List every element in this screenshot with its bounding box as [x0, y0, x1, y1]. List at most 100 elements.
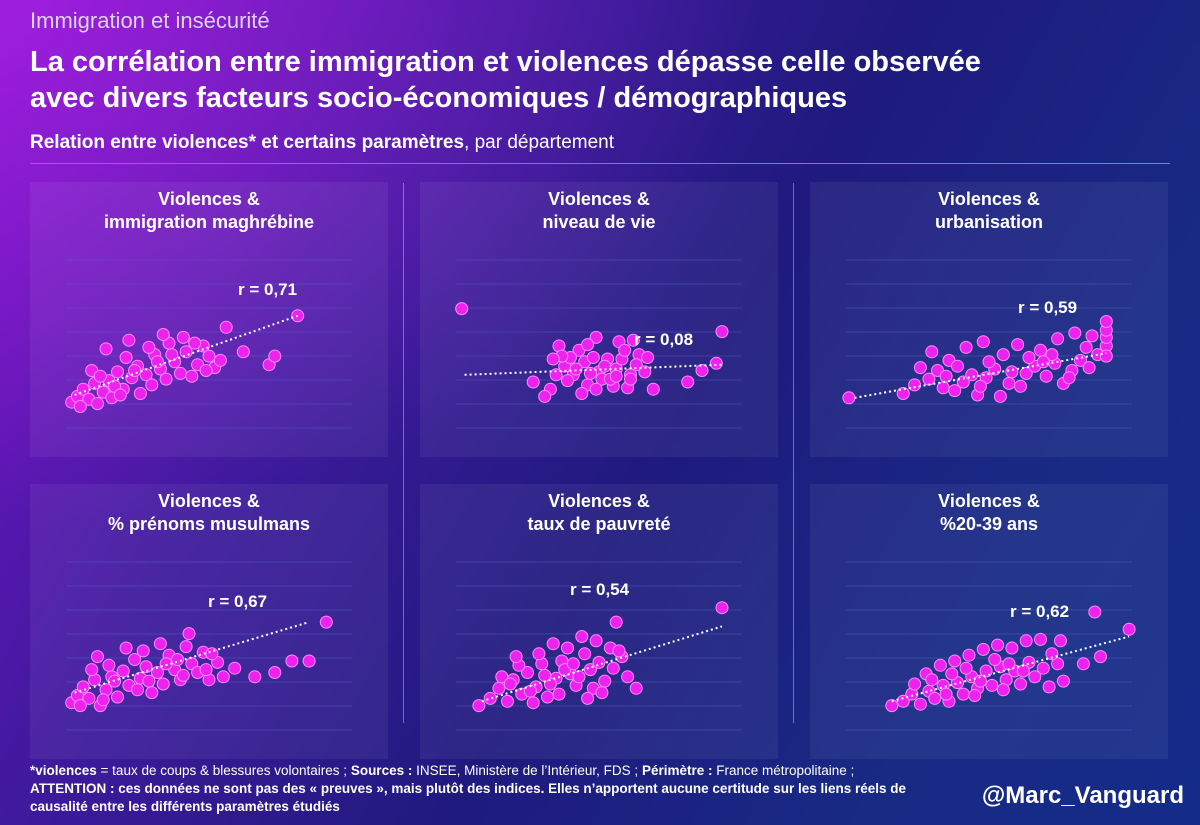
data-point — [116, 664, 130, 678]
data-point — [1005, 641, 1019, 655]
data-point — [621, 670, 635, 684]
title-line-2: avec divers facteurs socio-économiques /… — [30, 82, 848, 114]
data-point — [455, 302, 469, 316]
data-point — [199, 364, 213, 377]
data-point — [159, 372, 173, 386]
data-point — [939, 369, 953, 383]
data-point — [268, 666, 282, 679]
data-point — [578, 647, 592, 661]
data-point — [176, 330, 190, 344]
data-point — [248, 670, 262, 684]
data-point — [549, 368, 563, 382]
data-point — [552, 687, 566, 701]
footer-sources-text: INSEE, Ministère de l’Intérieur, FDS ; — [412, 763, 642, 778]
data-point — [996, 348, 1010, 362]
data-point — [945, 667, 959, 681]
data-point — [575, 630, 589, 643]
data-point — [991, 638, 1005, 652]
footer-notes: *violences = taux de coups & blessures v… — [30, 762, 910, 816]
panel-title-line-2: immigration maghrébine — [103, 212, 315, 232]
data-point — [618, 343, 632, 357]
correlation-label: r = 0,71 — [238, 280, 297, 299]
data-point — [546, 352, 560, 366]
data-point — [156, 328, 170, 341]
panel-title-line-2: urbanisation — [934, 212, 1043, 232]
data-point — [202, 349, 216, 363]
data-point — [1082, 361, 1096, 375]
panel-title-line-1: Violences & — [938, 491, 1040, 511]
data-point — [996, 683, 1010, 697]
data-point — [119, 351, 133, 364]
panel-title: Violences & immigration maghrébine — [30, 188, 388, 234]
data-point — [1005, 365, 1019, 379]
correlation-label: r = 0,67 — [208, 592, 267, 611]
data-point — [973, 674, 987, 688]
title-line-1: La corrélation entre immigration et viol… — [30, 46, 981, 78]
data-point — [561, 641, 574, 655]
data-point — [973, 379, 987, 393]
scatter-plot: r = 0,71 — [65, 259, 352, 429]
data-point — [1079, 340, 1093, 354]
subtitle-rest: , par département — [464, 132, 615, 153]
footer-attention-label: ATTENTION — [30, 781, 107, 796]
data-point — [1076, 657, 1090, 671]
panel-title-line-1: Violences & — [548, 189, 650, 209]
data-point — [1085, 329, 1099, 343]
data-point — [606, 661, 620, 675]
data-point — [472, 699, 486, 713]
data-point — [993, 389, 1007, 403]
data-point — [1042, 680, 1056, 694]
data-point — [629, 358, 643, 372]
data-point — [913, 361, 927, 375]
data-point — [695, 364, 709, 377]
data-point — [968, 689, 982, 702]
data-point — [151, 666, 164, 679]
panel-immigration-maghrebine: r = 0,71 Violences & immigration maghréb… — [30, 182, 388, 457]
data-point — [638, 365, 652, 379]
data-point — [581, 338, 595, 352]
data-point — [159, 657, 173, 671]
data-point — [589, 382, 603, 396]
data-point — [925, 673, 939, 687]
panel-title-line-2: % prénoms musulmans — [107, 514, 311, 534]
data-point — [976, 335, 990, 349]
correlation-label: r = 0,08 — [634, 330, 693, 349]
data-point — [319, 615, 333, 629]
data-point — [526, 696, 540, 710]
trend-line — [891, 635, 1130, 703]
panel-title-line-1: Violences & — [938, 189, 1040, 209]
data-point — [709, 356, 723, 370]
footer-perimetre-text: France métropolitaine ; — [712, 763, 855, 778]
data-point — [302, 654, 316, 668]
data-point — [962, 648, 976, 662]
data-point — [171, 653, 184, 666]
data-point — [913, 697, 927, 711]
data-point — [165, 348, 179, 362]
data-point — [1045, 647, 1059, 661]
data-point — [626, 333, 640, 347]
author-handle: @Marc_Vanguard — [981, 782, 1184, 809]
data-point — [842, 391, 856, 405]
data-point — [1054, 634, 1067, 648]
data-point — [136, 644, 150, 658]
panel-urbanisation: r = 0,59 Violences & urbanisation — [810, 182, 1168, 457]
data-point — [85, 663, 99, 677]
data-point — [213, 353, 227, 367]
data-point — [1011, 338, 1025, 352]
panel-title: Violences & %20-39 ans — [810, 490, 1168, 536]
data-point — [1062, 371, 1076, 385]
data-point — [228, 661, 242, 675]
panel-20-39-ans: r = 0,62 Violences & %20-39 ans — [810, 484, 1168, 759]
data-point — [268, 349, 282, 363]
data-point — [1045, 348, 1059, 362]
data-point — [285, 654, 299, 668]
data-point — [73, 400, 87, 413]
scatter-plot: r = 0,62 — [846, 561, 1136, 731]
panel-title: Violences & urbanisation — [810, 188, 1168, 234]
panel-title: Violences & niveau de vie — [420, 188, 778, 234]
data-point — [959, 340, 973, 354]
data-point — [589, 634, 603, 648]
data-point — [1068, 326, 1082, 340]
data-point — [91, 397, 104, 411]
panel-title-line-1: Violences & — [158, 491, 260, 511]
